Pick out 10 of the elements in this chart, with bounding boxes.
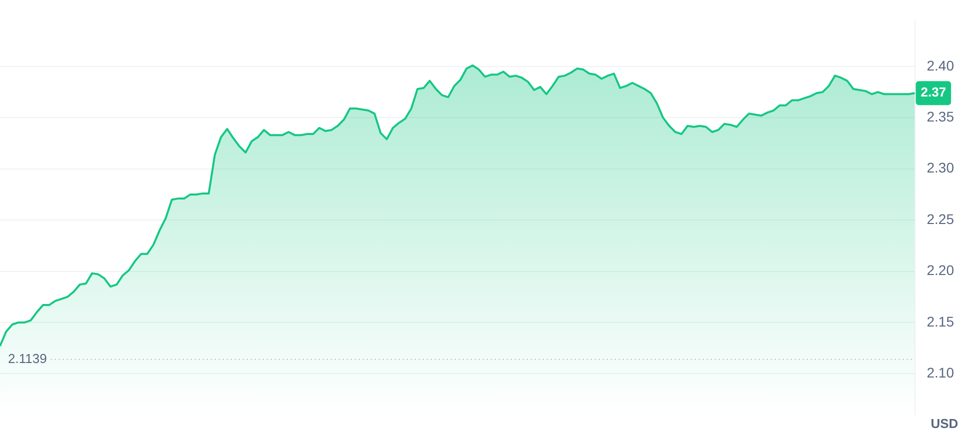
y-tick-label: 2.20 [926,262,954,278]
y-tick-label: 2.30 [926,160,954,176]
y-tick-label: 2.35 [926,108,954,125]
y-tick-label: 2.10 [926,364,954,381]
ref-line-label: 2.1139 [8,350,47,366]
y-tick-label: 2.15 [926,313,954,330]
y-tick-label: 2.40 [926,57,954,74]
annotation: 2.37 [920,84,946,100]
y-tick-label: 2.25 [926,210,954,227]
y-axis-title: USD [930,416,958,432]
